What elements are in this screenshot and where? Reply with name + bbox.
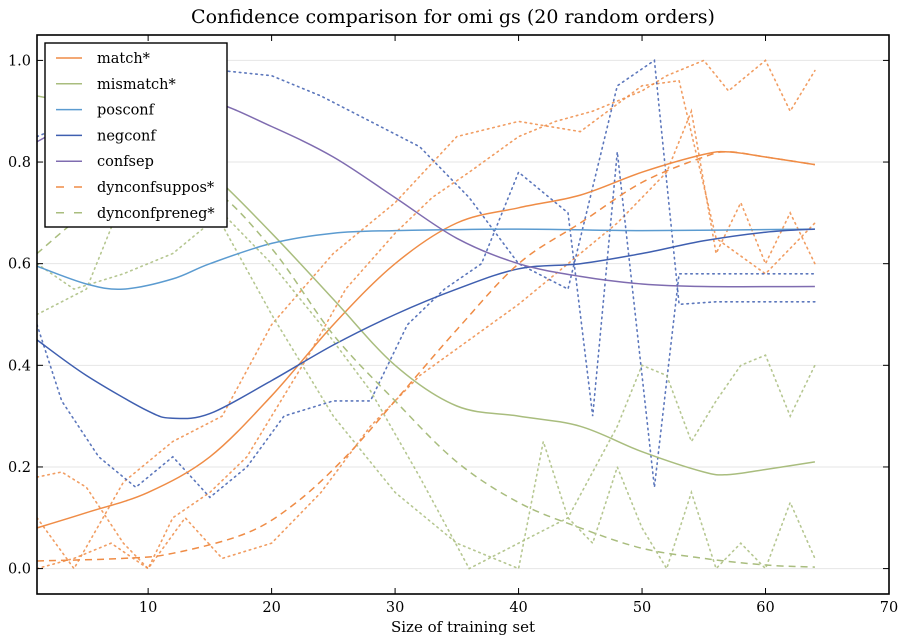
legend-entry-negconf: negconf [56, 128, 157, 144]
x-tick-label: 40 [509, 600, 527, 616]
y-tick-label: 0.0 [8, 562, 31, 578]
x-axis-label: Size of training set [391, 618, 535, 636]
run-trace-mismatch-run-b [37, 135, 816, 571]
legend-label: mismatch* [97, 77, 177, 93]
legend-label: match* [97, 51, 151, 67]
legend-entry-dynconfsuppos: dynconfsuppos* [56, 180, 215, 196]
run-trace-negconf-run-a [37, 151, 816, 499]
y-tick-label: 0.8 [8, 155, 31, 171]
x-tick-label: 10 [139, 600, 157, 616]
legend-entry-confsep: confsep [56, 154, 154, 170]
legend-label: dynconfsuppos* [97, 180, 215, 196]
x-tick-label: 70 [880, 600, 898, 616]
y-tick-label: 0.6 [8, 257, 31, 273]
series-line-negconf [37, 228, 815, 420]
run-trace-mismatch-run-a [37, 211, 816, 570]
plot-frame [36, 34, 890, 595]
x-tick-label: 60 [756, 600, 774, 616]
y-tick-label: 0.2 [8, 460, 31, 476]
y-tick-label: 1.0 [8, 53, 31, 69]
axes: 0.0 0.2 0.4 0.6 0.8 1.0 10 20 30 40 50 60 70 [8, 35, 898, 616]
series-line-dynconfsuppos [37, 151, 816, 562]
run-trace-match-run-c [37, 79, 816, 571]
legend-entry-match: match* [56, 51, 151, 67]
legend-label: negconf [97, 128, 157, 144]
run-trace-match-run-a [37, 59, 816, 570]
x-tick-label: 50 [633, 600, 651, 616]
legend-label: confsep [97, 154, 154, 170]
series-line-posconf [37, 228, 815, 291]
legend-entry-mismatch: mismatch* [56, 77, 177, 93]
run-trace-match-run-b [37, 108, 816, 570]
series-line-dynconfpreneg [37, 174, 815, 568]
x-tick-label: 20 [262, 600, 280, 616]
legend: match* mismatch* posconf negconf confsep dync… [44, 42, 228, 228]
legend-entry-posconf: posconf [56, 103, 156, 119]
y-tick-label: 0.4 [8, 358, 31, 374]
legend-entry-dynconfpreneg: dynconfpreneg* [56, 206, 215, 222]
legend-label: dynconfpreneg* [97, 206, 215, 222]
legend-label: posconf [97, 103, 156, 119]
x-tick-label: 30 [386, 600, 404, 616]
chart-title: Confidence comparison for omi gs (20 ran… [191, 6, 715, 28]
